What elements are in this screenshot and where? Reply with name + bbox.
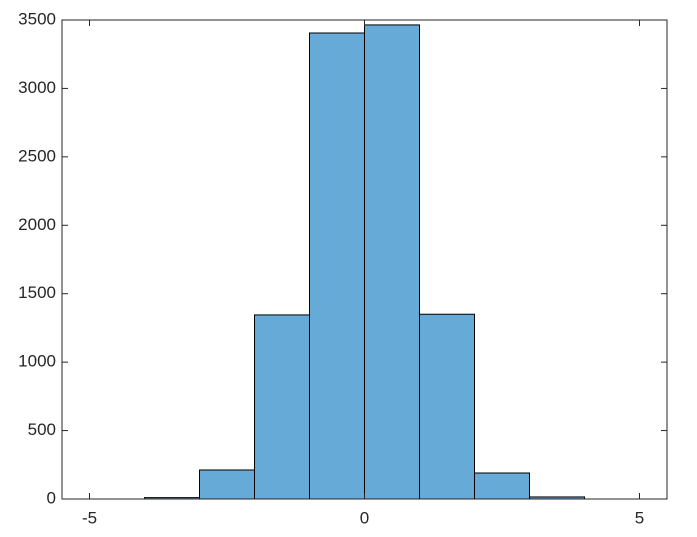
bar [419,313,475,500]
y-tick-label: 1000 [18,352,56,371]
x-tick-label: 0 [360,508,369,527]
y-tick-label: 2500 [18,146,56,165]
x-tick-label: 5 [635,508,644,527]
y-tick-label: 2000 [18,215,56,234]
y-tick-label: 500 [28,420,56,439]
bar [309,32,365,500]
y-tick-label: 3500 [18,9,56,28]
bar [254,314,310,500]
bar [474,472,530,500]
y-tick-label: 3000 [18,78,56,97]
x-tick-label: -5 [82,508,97,527]
y-tick-label: 1500 [18,283,56,302]
y-tick-label: 0 [47,488,56,507]
bar [199,469,255,500]
bar [364,24,420,500]
